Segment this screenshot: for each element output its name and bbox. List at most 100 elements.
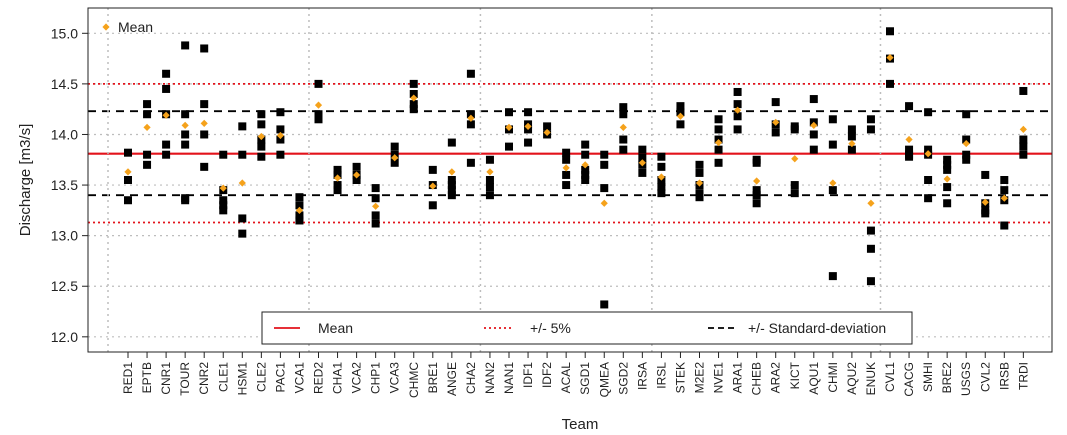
x-tick-label: CLE2 [254,362,268,392]
observation-point [638,153,647,162]
observation-point [695,168,704,177]
x-tick-label: KICT [788,361,802,389]
observation-point [257,142,266,151]
x-tick-label: STEK [673,362,687,393]
x-tick-label: CACG [902,362,916,397]
y-tick-label: 13.5 [51,177,78,193]
x-tick-label: HSM1 [235,362,249,396]
observation-point [714,158,723,167]
observation-point [581,176,590,184]
legend-label-mean: Mean [318,320,353,336]
legend-label-sd: +/- Standard-deviation [748,320,886,336]
x-tick-label: IRSL [654,362,668,389]
x-tick-label: CHP1 [369,362,383,394]
observation-point [543,122,552,131]
observation-point [485,183,494,192]
x-tick-label: CLE1 [216,362,230,392]
observation-point [714,115,723,124]
bottom-legend-box [261,311,913,345]
observation-point [257,110,266,119]
observation-point [447,191,456,200]
observation-point [962,110,971,119]
x-axis: RED1 EPTB CNR1 TOUR CNR2 CLE1 HSM1 CLE2 PAC1 VCA1… [121,352,1030,398]
observation-point [143,150,152,159]
team-mean-point [181,121,189,129]
observation-point [943,165,952,174]
observation-point [714,145,723,154]
observation-point [352,162,361,171]
observation-point [752,199,761,208]
team-mean-point [657,173,665,181]
observation-point [828,115,837,124]
team-mean-point [638,159,646,167]
x-tick-label: VCA3 [388,362,402,394]
team-mean-point [810,121,818,129]
observation-point [847,145,856,154]
x-tick-label: CHA1 [331,362,345,394]
observation-point [276,108,285,117]
observation-point [676,120,685,129]
team-mean-point [200,119,208,127]
observation-point [943,155,952,164]
observation-point [676,102,685,111]
x-tick-label: CNR1 [159,362,173,395]
observation-point [200,130,209,139]
observation-point [219,201,228,210]
y-tick-label: 15.0 [51,25,78,41]
observation-point [619,103,628,112]
x-tick-label: IDF1 [521,362,535,388]
x-tick-label: CHEB [750,362,764,395]
x-axis-label: Team [562,416,599,433]
observation-point [600,300,609,309]
y-tick-label: 14.0 [51,126,78,142]
observation-point [924,108,933,117]
observation-point [924,194,933,203]
observation-point [238,150,247,159]
team-mean-point [581,161,589,169]
x-tick-label: CNR2 [197,362,211,395]
x-tick-label: ARA1 [731,362,745,394]
observation-point [905,145,914,154]
x-tick-label: IRSA [635,362,649,390]
observation-point [162,140,171,149]
team-mean-point [962,139,970,148]
x-tick-label: VCA1 [292,362,306,394]
legend-label-5pct: +/- 5% [530,320,571,336]
team-mean-point [848,139,856,148]
x-tick-label: USGS [959,362,973,396]
observation-point [657,152,666,161]
observation-point [124,148,132,157]
observation-point [1019,86,1028,95]
team-mean-point [924,150,932,158]
team-mean-point [448,168,456,176]
observation-point [619,145,628,154]
observation-point [866,115,875,124]
observation-point [124,176,132,184]
observation-point [162,150,171,159]
observation-point [1000,186,1009,195]
team-mean-point [619,123,627,131]
team-mean-point [467,114,475,122]
team-mean-point [905,135,913,144]
observation-point [371,219,380,228]
observation-point [657,162,666,171]
observation-point [447,186,456,195]
x-tick-label: PAC1 [273,362,287,393]
observation-point [1000,221,1009,230]
observation-point [1019,150,1028,159]
observation-point [181,130,190,139]
x-tick-label: TOUR [178,362,192,396]
y-tick-label: 14.5 [51,76,78,92]
observation-point [886,27,894,36]
x-tick-label: CHMI [826,362,840,393]
observation-point [733,100,742,109]
observation-point [943,199,952,208]
top-legend-marker [102,23,110,31]
observation-point [181,140,190,149]
observation-point [428,201,437,210]
observation-point [981,170,990,179]
observation-point [733,87,742,96]
observation-point [238,214,247,223]
team-mean-point [314,101,323,109]
observation-point [276,150,285,159]
